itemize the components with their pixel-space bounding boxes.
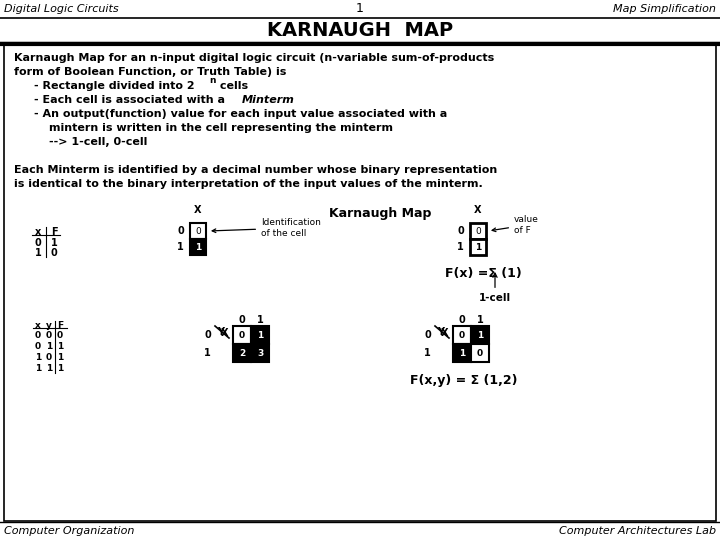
Text: 0: 0	[424, 330, 431, 340]
Bar	[190, 239, 206, 255]
Text: Each Minterm is identified by a decimal number whose binary representation: Each Minterm is identified by a decimal …	[14, 165, 498, 175]
Bar	[0, 0, 720, 18]
Bar	[471, 326, 489, 344]
Text: 0: 0	[477, 348, 483, 357]
Text: F: F	[50, 227, 58, 237]
Text: 0: 0	[239, 330, 245, 340]
Bar	[470, 239, 486, 255]
Bar	[233, 326, 251, 344]
Text: 1: 1	[35, 364, 41, 373]
Bar	[0, 18, 720, 44]
Text: Y: Y	[217, 327, 224, 337]
Text: is identical to the binary interpretation of the input values of the minterm.: is identical to the binary interpretatio…	[14, 179, 482, 189]
Text: 1: 1	[356, 3, 364, 16]
Text: 1: 1	[57, 364, 63, 373]
Text: Karnaugh Map: Karnaugh Map	[329, 207, 431, 220]
Text: 0: 0	[459, 330, 465, 340]
Text: 1: 1	[35, 248, 41, 258]
Bar	[453, 326, 471, 344]
Text: - Each cell is associated with a: - Each cell is associated with a	[34, 95, 229, 105]
Text: 1: 1	[50, 238, 58, 248]
Bar	[190, 223, 206, 239]
Bar	[0, 522, 720, 540]
Text: 1: 1	[57, 353, 63, 362]
Text: x: x	[35, 321, 41, 330]
Text: X: X	[221, 328, 228, 338]
Text: - Rectangle divided into 2: - Rectangle divided into 2	[34, 81, 194, 91]
Text: 0: 0	[475, 226, 481, 235]
Bar	[470, 223, 486, 239]
Bar	[453, 344, 471, 362]
Text: 0: 0	[50, 248, 58, 258]
Text: 1: 1	[46, 342, 52, 351]
Text: F(x) =Σ (1): F(x) =Σ (1)	[445, 267, 522, 280]
Text: 1-cell: 1-cell	[479, 273, 511, 303]
Text: 0: 0	[46, 353, 52, 362]
Text: Computer Architectures Lab: Computer Architectures Lab	[559, 526, 716, 536]
Text: 0: 0	[57, 331, 63, 340]
Text: - An output(function) value for each input value associated with a: - An output(function) value for each inp…	[34, 109, 447, 119]
Text: Identification
of the cell: Identification of the cell	[212, 218, 321, 238]
Text: value
of F: value of F	[492, 215, 539, 235]
Text: 0: 0	[195, 226, 201, 235]
Text: 1: 1	[57, 342, 63, 351]
Text: 1: 1	[195, 242, 201, 252]
Text: n: n	[209, 76, 215, 85]
Text: 0: 0	[177, 226, 184, 236]
Text: 1: 1	[459, 348, 465, 357]
Text: 0: 0	[204, 330, 211, 340]
Text: F: F	[57, 321, 63, 330]
Text: Computer Organization: Computer Organization	[4, 526, 135, 536]
Text: F(x,y) = Σ (1,2): F(x,y) = Σ (1,2)	[410, 374, 518, 387]
Text: 1: 1	[477, 330, 483, 340]
Text: form of Boolean Function, or Truth Table) is: form of Boolean Function, or Truth Table…	[14, 67, 287, 77]
Bar	[4, 45, 716, 521]
Text: Digital Logic Circuits: Digital Logic Circuits	[4, 4, 119, 14]
Text: Karnaugh Map for an n-input digital logic circuit (n-variable sum-of-products: Karnaugh Map for an n-input digital logi…	[14, 53, 494, 63]
Text: 2: 2	[239, 348, 245, 357]
Text: X: X	[474, 205, 482, 215]
Text: 0: 0	[238, 315, 246, 325]
Text: 0: 0	[35, 331, 41, 340]
Text: 0: 0	[457, 226, 464, 236]
Text: 1: 1	[457, 242, 464, 252]
Text: 1: 1	[177, 242, 184, 252]
Text: Minterm: Minterm	[242, 95, 295, 105]
Text: y: y	[46, 321, 52, 330]
Text: 1: 1	[256, 315, 264, 325]
Text: X: X	[194, 205, 202, 215]
Text: 0: 0	[35, 238, 41, 248]
Text: cells: cells	[216, 81, 248, 91]
Text: 0: 0	[459, 315, 465, 325]
Text: 1: 1	[475, 242, 481, 252]
Text: 0: 0	[46, 331, 52, 340]
Text: --> 1-cell, 0-cell: --> 1-cell, 0-cell	[49, 137, 148, 147]
Bar	[471, 344, 489, 362]
Text: Y: Y	[437, 327, 444, 337]
Text: Map Simplification: Map Simplification	[613, 4, 716, 14]
Bar	[251, 344, 269, 362]
Text: 1: 1	[257, 330, 263, 340]
Text: 1: 1	[46, 364, 52, 373]
Text: mintern is written in the cell representing the minterm: mintern is written in the cell represent…	[49, 123, 393, 133]
Text: 1: 1	[477, 315, 483, 325]
Text: x: x	[35, 227, 41, 237]
Text: 0: 0	[35, 342, 41, 351]
Text: KARNAUGH  MAP: KARNAUGH MAP	[267, 22, 453, 40]
Text: X: X	[441, 328, 449, 338]
Text: 1: 1	[204, 348, 211, 358]
Bar	[251, 326, 269, 344]
Bar	[233, 344, 251, 362]
Text: 1: 1	[424, 348, 431, 358]
Text: 1: 1	[35, 353, 41, 362]
Text: 3: 3	[257, 348, 263, 357]
